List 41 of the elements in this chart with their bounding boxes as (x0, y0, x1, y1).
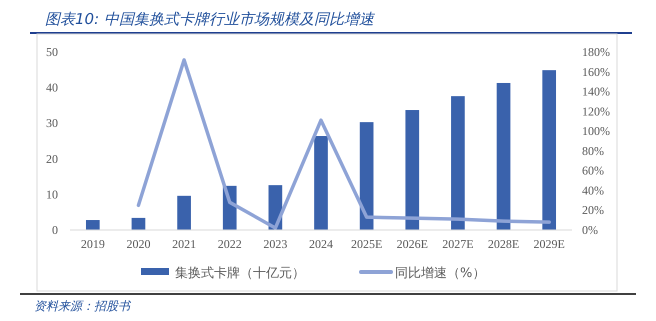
y-tick-label: 0 (52, 223, 58, 237)
line-series (136, 58, 551, 230)
bar (405, 110, 420, 230)
x-tick-label: 2023 (263, 237, 288, 251)
bar (86, 220, 100, 230)
bar (496, 82, 510, 230)
bar (360, 122, 374, 230)
legend-label: 集换式卡牌（十亿元） (175, 266, 305, 281)
y-tick-label: 20 (46, 152, 58, 166)
y2-tick-label: 80% (582, 144, 604, 158)
y2-tick-label: 40% (582, 183, 604, 198)
x-tick-label: 2021 (172, 237, 196, 251)
legend-label: 同比增速（%） (395, 266, 486, 281)
bar (314, 136, 328, 230)
x-tick-label: 2026E (396, 237, 428, 251)
bar (177, 196, 191, 230)
x-tick-label: 2025E (350, 237, 382, 251)
x-tick-label: 2020 (126, 237, 150, 251)
x-tick-label: 2029E (534, 237, 565, 251)
chart-title: 图表10: 中国集换式卡牌行业市场规模及同比增速 (45, 10, 376, 28)
y2-tick-label: 60% (582, 164, 604, 178)
x-tick-label: 2019 (80, 237, 105, 251)
y2-tick-label: 100% (582, 124, 610, 138)
y2-tick-label: 120% (582, 104, 610, 118)
y2-tick-label: 180% (582, 45, 610, 59)
bar (132, 218, 146, 230)
y2-tick-label: 140% (582, 84, 610, 99)
x-tick-label: 2028E (488, 237, 520, 251)
y2-tick-label: 20% (582, 203, 604, 218)
y2-tick-label: 160% (582, 64, 610, 79)
text: 资料来源：招股书 (34, 299, 132, 313)
x-tick-label: 2027E (442, 237, 474, 251)
y-tick-label: 40 (46, 80, 58, 95)
y-tick-label: 30 (46, 116, 58, 130)
x-tick-label: 2024 (309, 237, 333, 251)
bar (451, 96, 465, 230)
y-tick-label: 50 (46, 45, 58, 59)
bar (542, 70, 556, 230)
y-tick-label: 10 (46, 187, 58, 202)
y2-tick-label: 0% (582, 223, 598, 237)
x-tick-label: 2022 (218, 237, 242, 251)
